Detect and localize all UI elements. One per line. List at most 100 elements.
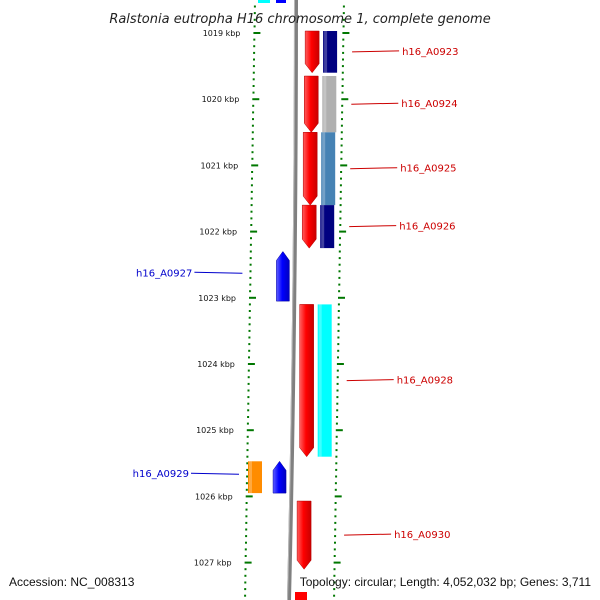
partial-feature-top-blue <box>276 0 286 3</box>
outer-minor-tick <box>334 515 337 518</box>
outer-minor-tick <box>341 71 344 74</box>
outer-minor-tick <box>341 111 344 114</box>
cog-block-highlight <box>318 304 322 457</box>
outer-minor-tick <box>335 462 338 465</box>
outer-minor-tick <box>339 210 342 213</box>
inner-major-tick <box>244 561 252 564</box>
inner-minor-tick <box>251 124 254 127</box>
inner-minor-tick <box>253 25 256 28</box>
leader-line-h16_A0925 <box>350 167 398 170</box>
inner-minor-tick <box>245 502 248 504</box>
inner-minor-tick <box>249 276 252 279</box>
gene-arrow-h16_A0924[interactable] <box>304 75 319 133</box>
inner-minor-tick <box>246 455 249 458</box>
outer-minor-tick <box>341 91 344 94</box>
inner-minor-tick <box>248 310 251 312</box>
cog-block-highlight <box>323 76 327 133</box>
leader-line-h16_A0930 <box>344 533 392 536</box>
gene-label-group: h16_A0923 h16_A0924 h16_A0925 h16_A0926 h16_… <box>133 47 459 541</box>
inner-minor-tick <box>248 323 251 326</box>
inner-major-tick <box>253 32 261 34</box>
inner-minor-tick <box>250 190 253 193</box>
inner-minor-tick <box>251 177 253 180</box>
outer-minor-tick <box>340 177 342 180</box>
outer-major-tick <box>338 296 345 299</box>
gene-label-h16_A0923[interactable]: h16_A0923 <box>402 47 458 58</box>
outer-minor-tick <box>338 243 341 246</box>
outer-major-tick <box>336 363 344 365</box>
inner-minor-tick <box>250 217 253 220</box>
outer-minor-tick <box>340 137 343 140</box>
inner-minor-tick <box>244 568 247 571</box>
outer-minor-tick <box>335 468 338 471</box>
outer-minor-tick <box>337 336 340 339</box>
outer-major-tick <box>339 230 347 233</box>
outer-minor-tick <box>337 343 340 346</box>
outer-minor-tick <box>333 588 336 591</box>
gene-label-h16_A0929[interactable]: h16_A0929 <box>133 469 189 480</box>
outer-minor-tick <box>342 5 345 8</box>
inner-minor-tick <box>245 488 248 491</box>
inner-minor-tick <box>246 468 249 471</box>
outer-minor-tick <box>337 316 340 319</box>
gene-arrow-h16_A0930[interactable] <box>296 500 312 570</box>
gene-arrow-h16_A0927[interactable] <box>276 251 290 302</box>
gene-label-h16_A0930[interactable]: h16_A0930 <box>394 530 450 541</box>
inner-minor-tick <box>252 91 255 94</box>
cog-block-h16_A0926 <box>320 205 335 249</box>
gene-arrow-h16_A0926[interactable] <box>301 204 317 249</box>
outer-minor-tick <box>340 144 343 147</box>
outer-minor-tick <box>339 197 342 200</box>
partial-feature-top-cyan <box>258 0 270 3</box>
inner-minor-tick <box>247 416 250 418</box>
inner-minor-tick <box>248 343 251 346</box>
gene-arrow-h16_A0928[interactable] <box>299 304 314 458</box>
outer-minor-tick <box>333 548 336 551</box>
inner-minor-tick <box>253 18 256 21</box>
inner-minor-tick <box>250 204 253 207</box>
cog-block-h16_A0923 <box>323 31 338 73</box>
gene-label-h16_A0927[interactable]: h16_A0927 <box>136 268 192 279</box>
outer-minor-tick <box>338 257 341 260</box>
gene-arrow-h16_A0929[interactable] <box>272 460 287 494</box>
inner-minor-tick <box>252 104 255 107</box>
chromosome-backbone-highlight <box>287 0 295 600</box>
outer-minor-tick <box>336 376 339 379</box>
cog-block-h16_A0925 <box>321 132 336 206</box>
leader-line-h16_A0924 <box>351 102 399 105</box>
gene-arrow-h16_A0925[interactable] <box>302 132 318 206</box>
gene-features <box>272 30 320 570</box>
cog-block-highlight <box>249 461 252 494</box>
outer-minor-tick <box>342 25 345 28</box>
kbp-label: 1024 kbp <box>197 360 235 369</box>
outer-minor-tick <box>335 455 338 458</box>
inner-minor-tick <box>244 581 247 584</box>
gene-arrow-h16_A0923[interactable] <box>304 30 320 74</box>
inner-minor-tick <box>245 528 248 531</box>
gene-label-h16_A0925[interactable]: h16_A0925 <box>400 164 456 175</box>
inner-minor-tick <box>251 131 254 134</box>
leader-line-h16_A0923 <box>352 50 400 53</box>
inner-minor-tick <box>253 5 256 8</box>
inner-major-tick <box>250 230 258 233</box>
gene-label-h16_A0924[interactable]: h16_A0924 <box>401 99 457 110</box>
inner-tick-ruler <box>244 5 261 597</box>
kbp-label: 1020 kbp <box>202 95 240 104</box>
inner-minor-tick <box>247 396 250 399</box>
outer-minor-tick <box>333 555 336 557</box>
outer-minor-tick <box>337 356 339 359</box>
inner-minor-tick <box>251 151 254 154</box>
inner-minor-tick <box>251 157 254 160</box>
outer-minor-tick <box>334 502 337 504</box>
outer-major-tick <box>335 429 343 432</box>
outer-minor-tick <box>336 382 339 385</box>
outer-minor-tick <box>342 12 345 15</box>
gene-label-h16_A0928[interactable]: h16_A0928 <box>397 376 453 387</box>
outer-minor-tick <box>338 290 341 293</box>
gene-label-h16_A0926[interactable]: h16_A0926 <box>399 222 455 233</box>
inner-minor-tick <box>252 65 255 68</box>
kbp-label: 1023 kbp <box>198 294 236 303</box>
inner-minor-tick <box>250 197 253 200</box>
outer-minor-tick <box>342 18 345 21</box>
leader-line-h16_A0927 <box>194 271 243 274</box>
